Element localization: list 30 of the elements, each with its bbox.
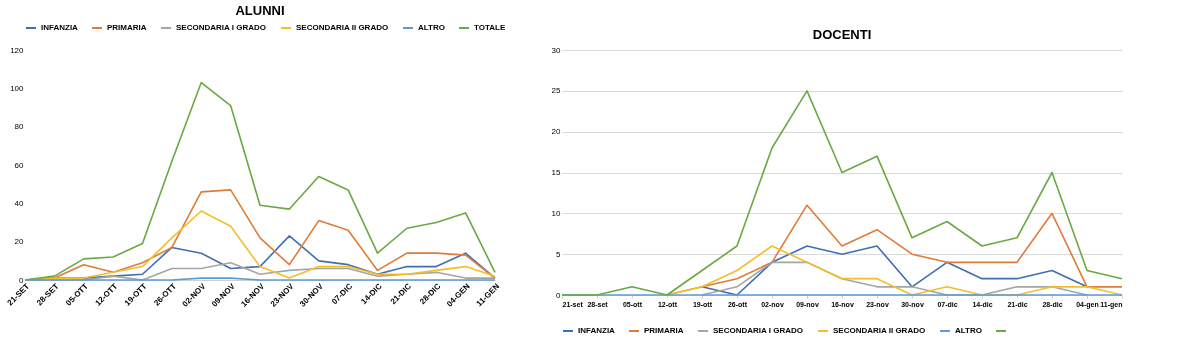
y-tick-label: 120: [10, 45, 25, 55]
y-tick-label: 100: [10, 83, 25, 93]
legend-label: SECONDARIA II GRADO: [296, 23, 389, 32]
legend-label: PRIMARIA: [644, 326, 684, 335]
y-tick-label: 25: [551, 86, 562, 96]
legend-label: SECONDARIA I GRADO: [713, 326, 803, 335]
legend-label: TOTALE: [474, 23, 506, 32]
chart-title: DOCENTI: [812, 27, 872, 42]
line-series: [24, 81, 496, 281]
y-tick-label: 0: [556, 290, 562, 300]
legend-label: PRIMARIA: [107, 23, 147, 32]
y-tick-label: 40: [14, 198, 25, 208]
y-tick-label: 10: [551, 208, 562, 218]
legend-label: INFANZIA: [578, 326, 616, 335]
legend-label: ALTRO: [955, 326, 982, 335]
legend-label: SECONDARIA I GRADO: [176, 23, 266, 32]
y-tick-label: 5: [556, 249, 562, 259]
legend-label: SECONDARIA II GRADO: [833, 326, 926, 335]
y-tick-label: 60: [14, 160, 25, 170]
legend-label: INFANZIA: [41, 23, 79, 32]
line-series: [701, 245, 1088, 296]
y-tick-label: 30: [551, 45, 562, 55]
y-tick-label: 80: [14, 122, 25, 132]
y-tick-label: 15: [551, 168, 562, 177]
legend-label: ALTRO: [418, 23, 445, 32]
chart-title: ALUNNI: [235, 3, 285, 18]
line-series: [561, 90, 1123, 296]
y-tick-label: 0: [19, 275, 25, 285]
y-tick-label: 20: [14, 237, 25, 247]
y-tick-label: 20: [551, 127, 562, 137]
